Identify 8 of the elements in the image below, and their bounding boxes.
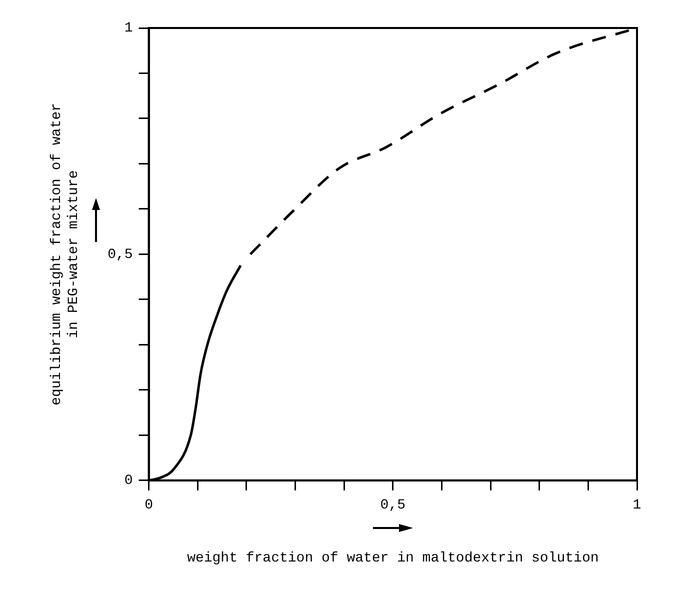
y-axis-title: equilibrium weight fraction of water in PEG-water mixture [49,102,82,406]
x-axis-title: weight fraction of water in maltodextrin solution [187,550,599,566]
y-tick-label: 0,5 [108,246,133,263]
y-tick-label: 0 [124,473,133,490]
y-tick-label: 1 [124,20,133,37]
x-tick-label: 0,5 [380,498,406,514]
x-tick-label: 1 [632,498,642,514]
x-tick-label: 0 [144,498,154,514]
